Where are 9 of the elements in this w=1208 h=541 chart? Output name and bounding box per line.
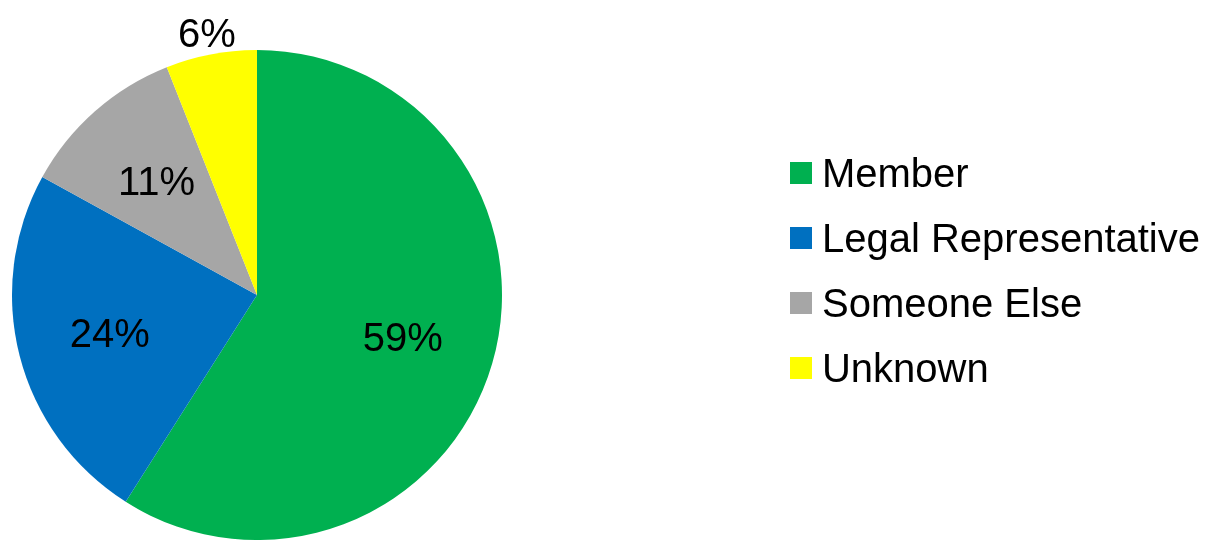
data-label: 11% (118, 159, 196, 204)
legend-label: Unknown (821, 345, 989, 391)
data-label: 24% (69, 310, 150, 355)
data-label: 6% (178, 10, 236, 55)
legend-label: Legal Representative (821, 215, 1200, 261)
data-label: 59% (362, 315, 443, 360)
legend-label: Member (821, 150, 969, 196)
pie-slice (42, 67, 257, 295)
legend-label: Someone Else (821, 280, 1083, 326)
